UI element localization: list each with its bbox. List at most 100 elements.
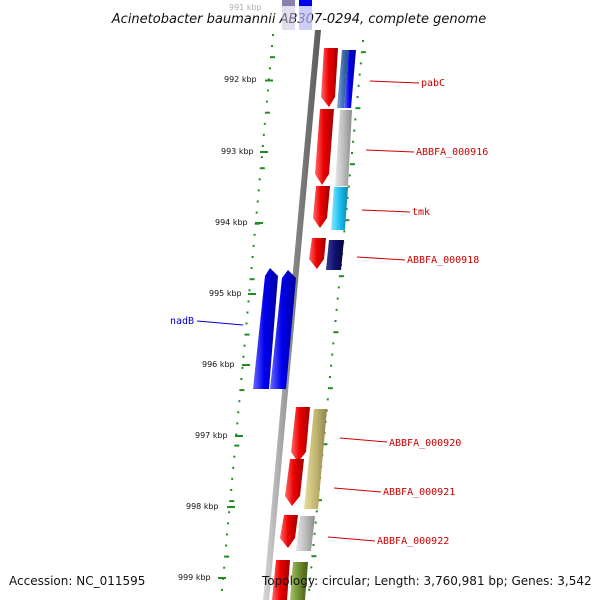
kbp-tick-label: 999 kbp [178, 573, 211, 582]
gene-pabC-cds [321, 48, 338, 107]
gc-dot [356, 96, 359, 98]
gene-ABBFA_000922-feature [296, 516, 315, 551]
label-leader-line [339, 437, 388, 443]
kbp-tick: 996 kbp [202, 360, 250, 369]
label-leader-line [327, 536, 376, 542]
gc-dot [358, 73, 361, 76]
gene-label-ABBFA_000921: ABBFA_000921 [383, 487, 455, 498]
gene-nadB-cds-2 [270, 270, 296, 389]
gc-dot [267, 78, 270, 81]
gc-dot [233, 455, 236, 458]
label-leader-line [333, 487, 382, 493]
gc-dot [263, 122, 266, 125]
gc-dot [312, 544, 315, 546]
kbp-tick-label: 995 kbp [209, 289, 242, 298]
gene-partial-bottom-cds [272, 560, 290, 600]
kbp-tick-mark [265, 79, 273, 82]
gc-dot [264, 111, 270, 114]
kbp-tick-label: 996 kbp [202, 360, 235, 369]
gc-dot [251, 256, 254, 258]
gc-dot [353, 129, 356, 132]
gc-dot [343, 230, 346, 233]
gc-dot [232, 466, 235, 469]
gene-ABBFA_000922-cds [280, 515, 298, 548]
kbp-tick-mark [260, 151, 268, 153]
gene-ABBFA_000916-cds [315, 109, 334, 185]
gc-dot [241, 366, 244, 369]
gc-dot [346, 196, 349, 199]
kbp-tick: 994 kbp [215, 218, 263, 227]
gc-dot [250, 267, 253, 270]
gc-dot [223, 566, 226, 569]
gc-dot [357, 84, 360, 87]
gc-dot [230, 489, 233, 491]
gc-dot [272, 34, 274, 36]
gene-ABBFA_000920-feature [304, 409, 327, 509]
kbp-tick-mark [218, 577, 226, 579]
kbp-tick-label: 993 kbp [221, 147, 254, 156]
gc-dot [245, 322, 248, 325]
gene-nadB-cds-1 [253, 268, 278, 389]
gc-dot [237, 411, 240, 414]
gene-label-pabC: pabC [421, 78, 445, 89]
kbp-tick: 999 kbp [178, 573, 226, 582]
kbp-tick-label: 992 kbp [224, 75, 257, 84]
accession-text: Accession: NC_011595 [9, 574, 146, 588]
gc-dot [226, 533, 229, 536]
gene-partial-bottom-feature [290, 562, 308, 600]
gc-dot [329, 376, 331, 378]
gc-dot [313, 532, 316, 535]
gc-dot [234, 444, 240, 447]
kbp-tick-mark [255, 222, 263, 224]
gc-dot [256, 200, 259, 203]
gc-dot [322, 443, 328, 446]
gc-dot [227, 522, 230, 525]
label-leader-line [361, 209, 411, 213]
gc-dot [253, 233, 256, 236]
gc-dot [345, 208, 348, 210]
genome-stats-text: Topology: circular; Length: 3,760,981 bp… [262, 574, 592, 588]
gc-dot [352, 140, 355, 143]
gene-ABBFA_000921-cds [285, 459, 304, 506]
gc-dot [240, 378, 243, 380]
gc-dot [351, 152, 353, 154]
gc-dot [326, 398, 329, 401]
gc-dot [314, 521, 317, 524]
gc-dot [260, 156, 263, 159]
gc-dot [265, 100, 268, 103]
gc-dot [349, 163, 355, 166]
kbp-tick-label: 998 kbp [186, 502, 219, 511]
gc-dot [362, 40, 364, 42]
gc-dot [335, 308, 338, 311]
kbp-tick-mark [235, 435, 243, 437]
gc-dot [359, 62, 362, 65]
gene-partial-top [282, 0, 312, 30]
gc-dot [235, 433, 238, 436]
gc-dot [259, 167, 265, 170]
gc-dot [348, 174, 351, 177]
gene-label-ABBFA_000916: ABBFA_000916 [416, 147, 488, 158]
gene-tmk-feature [331, 187, 348, 230]
gene-tmk-cds [313, 186, 330, 228]
gc-dot [247, 300, 250, 303]
label-leader-line [356, 256, 406, 261]
gene-label-tmk: tmk [412, 207, 430, 218]
gene-label-ABBFA_000920: ABBFA_000920 [389, 438, 461, 449]
gc-dot [261, 145, 264, 147]
gene-label-ABBFA_000918: ABBFA_000918 [407, 255, 479, 266]
gc-dot [268, 67, 271, 70]
gc-dot [311, 555, 317, 558]
gc-dot [344, 219, 350, 222]
gc-dot [257, 189, 260, 192]
gc-dot [258, 178, 261, 181]
gc-dot [221, 588, 223, 591]
gene-ABBFA_000916-feature [335, 110, 352, 186]
kbp-tick-mark [227, 506, 235, 508]
gc-dot [228, 511, 231, 514]
gene-label-nadB: nadB [170, 316, 194, 327]
gc-dot [316, 499, 322, 502]
gc-dot [330, 364, 333, 367]
label-leader-line [369, 80, 420, 84]
gene-labels: pabC ABBFA_000916 tmk ABBFA_000918 nadB … [170, 78, 488, 547]
